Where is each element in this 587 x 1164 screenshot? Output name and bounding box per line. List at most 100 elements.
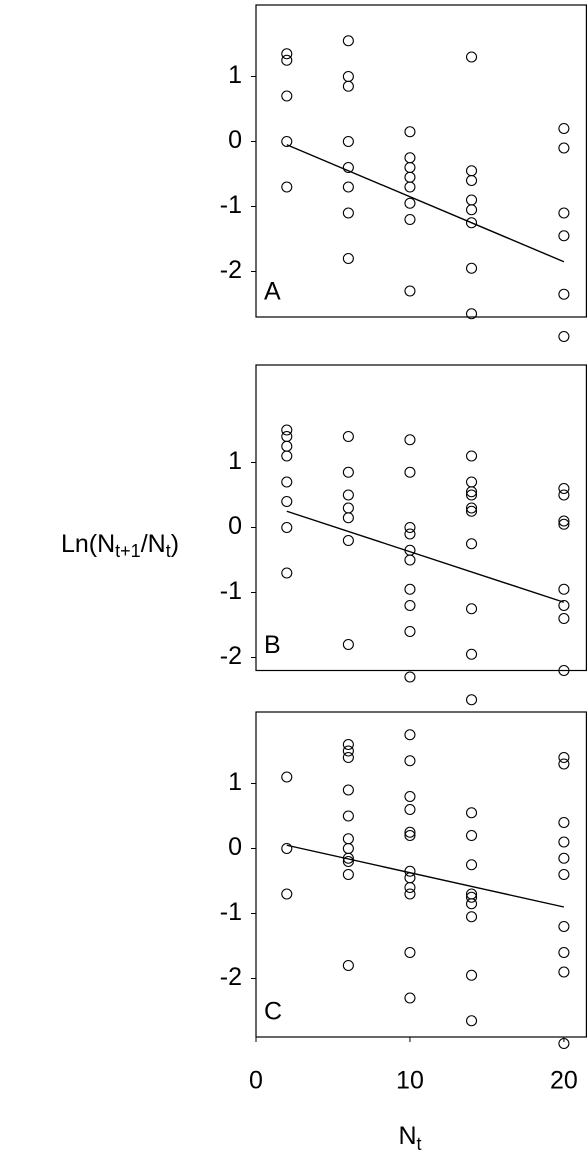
y-tick-label: -2 <box>220 256 242 284</box>
data-point <box>558 288 570 300</box>
data-point <box>404 466 416 478</box>
data-point <box>281 54 293 66</box>
data-point <box>404 434 416 446</box>
data-point <box>281 135 293 148</box>
data-point <box>558 852 570 864</box>
y-label-sub: t+1 <box>115 541 141 561</box>
data-point <box>342 868 354 881</box>
data-point <box>342 833 354 845</box>
data-point <box>404 625 416 638</box>
data-point <box>281 771 293 783</box>
data-point <box>342 784 354 796</box>
data-point <box>465 911 478 923</box>
data-point <box>404 213 416 226</box>
data-point <box>281 48 293 60</box>
data-point <box>281 888 293 900</box>
data-point <box>281 440 293 452</box>
data-point <box>558 515 570 527</box>
data-point <box>281 424 293 436</box>
data-point <box>342 466 354 478</box>
data-point <box>558 207 570 219</box>
y-label-part: ) <box>171 530 179 558</box>
data-point <box>465 165 478 177</box>
data-point <box>558 751 570 764</box>
data-point <box>281 521 293 534</box>
data-point <box>281 567 293 579</box>
data-point <box>342 252 354 265</box>
y-axis-label: Ln(Nt+1/Nt) <box>61 530 179 561</box>
data-point <box>404 826 416 838</box>
data-point <box>465 489 478 501</box>
data-point <box>465 51 478 63</box>
data-point <box>342 842 354 855</box>
data-point <box>465 174 478 187</box>
x-label-part: N <box>398 1122 416 1150</box>
data-point <box>558 482 570 495</box>
data-point <box>342 207 354 219</box>
data-point <box>281 450 293 462</box>
data-point <box>342 534 354 547</box>
y-tick-label: 1 <box>228 447 242 475</box>
x-tick-label: 20 <box>550 1067 578 1095</box>
data-point <box>404 755 416 767</box>
data-point <box>558 612 570 625</box>
data-point <box>404 285 416 297</box>
data-point <box>465 505 478 517</box>
data-point <box>465 648 478 660</box>
data-point <box>404 197 416 209</box>
data-point <box>465 194 478 206</box>
data-point <box>558 664 570 677</box>
data-point <box>342 959 354 972</box>
data-point <box>465 476 478 488</box>
plot-frame <box>255 711 587 1038</box>
data-point <box>342 80 354 92</box>
x-label-sub: t <box>417 1134 422 1154</box>
y-tick-label: -2 <box>220 642 242 670</box>
x-axis-label: Nt <box>398 1122 421 1154</box>
data-point <box>404 126 416 138</box>
data-point <box>558 946 570 959</box>
data-point <box>465 486 478 498</box>
data-point <box>342 430 354 443</box>
data-point <box>342 512 354 524</box>
data-point <box>342 489 354 501</box>
data-point <box>558 518 570 530</box>
y-label-sub: t <box>166 541 171 561</box>
data-point <box>558 758 570 770</box>
panel-label: A <box>264 278 281 306</box>
plot-frame <box>255 364 587 672</box>
data-point <box>465 969 478 981</box>
data-point <box>465 308 478 320</box>
data-point <box>342 70 354 83</box>
data-point <box>342 855 354 868</box>
data-point <box>404 171 416 183</box>
data-point <box>404 181 416 193</box>
y-tick-label: 1 <box>228 768 242 796</box>
data-point <box>342 745 354 757</box>
data-point <box>558 920 570 933</box>
data-point <box>342 738 354 751</box>
data-point <box>558 583 570 595</box>
data-point <box>465 538 478 550</box>
y-tick-label: 1 <box>228 61 242 89</box>
data-point <box>465 807 478 819</box>
y-label-part: /N <box>141 530 166 558</box>
data-point <box>404 888 416 900</box>
data-point <box>465 829 478 842</box>
data-point <box>465 262 478 274</box>
data-point <box>558 489 570 501</box>
data-point <box>558 330 570 343</box>
data-point <box>342 181 354 193</box>
data-point <box>342 161 354 174</box>
data-point <box>465 694 478 706</box>
data-point <box>342 35 354 47</box>
data-point <box>404 729 416 741</box>
fit-line <box>286 144 565 263</box>
panel-label: B <box>264 631 281 659</box>
data-point <box>465 603 478 615</box>
y-tick-label: 0 <box>228 833 242 861</box>
y-tick-label: -2 <box>220 963 242 991</box>
data-point <box>558 1037 570 1050</box>
data-point <box>558 868 570 881</box>
